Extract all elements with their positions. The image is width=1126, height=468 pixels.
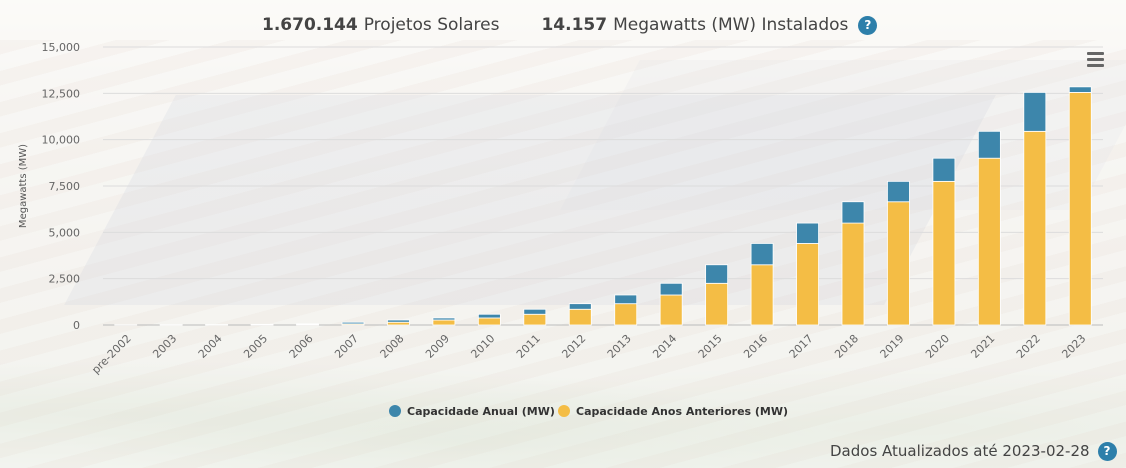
bar-previous-capacity[interactable] [796,243,819,326]
footer-updated: Dados Atualizados até 2023-02-28 ? [830,440,1117,462]
help-icon[interactable]: ? [858,15,878,35]
legend-item[interactable]: Capacidade Anos Anteriores (MW) [576,405,788,418]
y-tick-label: 2,500 [49,273,81,286]
bar-previous-capacity[interactable] [477,317,501,326]
x-tick-label: 2005 [241,332,270,361]
bar-annual-capacity[interactable] [1068,86,1092,93]
legend-marker [558,405,570,417]
x-tick-label: 2007 [332,332,361,361]
x-tick-label: 2017 [787,332,816,361]
x-tick-label: 2019 [878,332,907,361]
projects-label: Projetos Solares [363,15,500,35]
x-tick-label: 2014 [650,332,679,361]
x-tick-label: 2013 [605,332,634,361]
projects-value: 1.670.144 [262,15,358,35]
x-tick-label: 2011 [514,332,543,361]
x-tick-label: pre-2002 [89,332,134,377]
legend: Capacidade Anual (MW) Capacidade Anos Ant… [389,405,788,418]
bar-annual-capacity[interactable] [841,201,865,224]
bar-annual-capacity[interactable] [1023,92,1047,132]
x-tick-label: 2003 [150,332,179,361]
bars [114,86,1092,326]
megawatts-label: Megawatts (MW) Instalados [613,15,849,35]
summary-stats: 1.670.144 Projetos Solares 14.157 Megawa… [262,12,878,38]
bar-previous-capacity[interactable] [887,201,910,326]
y-axis-ticks: 0 2,500 5,000 7,500 10,000 12,500 15,000 [42,41,81,332]
bar-annual-capacity[interactable] [659,282,683,296]
bar-previous-capacity[interactable] [1023,130,1047,326]
bar-previous-capacity[interactable] [614,303,638,326]
bar-previous-capacity[interactable] [841,222,865,326]
updated-label: Dados Atualizados até 2023-02-28 [830,442,1090,460]
bar-annual-capacity[interactable] [614,294,638,305]
bar-annual-capacity[interactable] [387,319,410,323]
y-tick-label: 0 [73,319,80,332]
x-tick-label: 2020 [923,332,952,361]
x-axis-ticks: pre-2002 2003 2004 2005 2006 2007 2008 2009 2010… [89,332,1088,377]
bar-previous-capacity[interactable] [705,282,729,326]
bar-annual-capacity[interactable] [568,303,592,310]
bar-previous-capacity[interactable] [432,319,456,326]
x-tick-label: 2010 [468,332,497,361]
x-tick-label: 2004 [196,332,225,361]
bar-annual-capacity[interactable] [796,222,819,244]
bar-annual-capacity[interactable] [477,313,501,319]
x-tick-label: 2018 [832,332,861,361]
y-tick-label: 5,000 [49,226,81,239]
x-tick-label: 2022 [1014,332,1043,361]
bar-previous-capacity[interactable] [568,308,592,326]
bar-annual-capacity[interactable] [977,130,1001,159]
legend-marker [389,405,401,417]
bar-previous-capacity[interactable] [387,321,410,326]
y-tick-label: 7,500 [49,180,81,193]
chart-menu-icon[interactable] [1087,52,1104,68]
y-tick-label: 10,000 [42,134,81,147]
bar-previous-capacity[interactable] [932,180,956,326]
x-tick-label: 2016 [741,332,770,361]
bar-annual-capacity[interactable] [523,308,547,315]
x-tick-label: 2008 [378,332,407,361]
y-tick-label: 15,000 [42,41,81,54]
bar-annual-capacity[interactable] [341,321,365,325]
megawatts-value: 14.157 [541,15,608,35]
bar-previous-capacity[interactable] [659,294,683,326]
x-tick-label: 2015 [696,332,725,361]
bar-previous-capacity[interactable] [977,157,1001,326]
bar-annual-capacity[interactable] [932,157,956,182]
bar-annual-capacity[interactable] [750,243,774,266]
x-tick-label: 2006 [287,332,316,361]
y-tick-label: 12,500 [42,87,81,100]
bar-annual-capacity[interactable] [432,317,456,321]
y-axis-label: Megawatts (MW) [18,144,29,228]
bar-previous-capacity[interactable] [523,313,547,326]
x-tick-label: 2023 [1059,332,1088,361]
legend-item[interactable]: Capacidade Anual (MW) [407,405,555,418]
x-tick-label: 2012 [559,332,588,361]
x-tick-label: 2021 [968,332,997,361]
bar-annual-capacity[interactable] [705,264,729,284]
bar-previous-capacity[interactable] [750,264,774,326]
bar-annual-capacity[interactable] [887,180,910,203]
x-tick-label: 2009 [423,332,452,361]
help-icon[interactable]: ? [1097,441,1117,461]
bar-previous-capacity[interactable] [1068,92,1092,326]
